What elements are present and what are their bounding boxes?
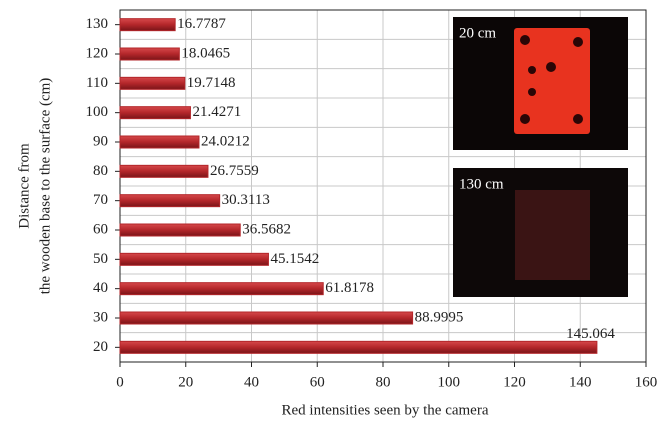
x-tick-label: 80 [376,374,391,390]
y-axis-label: the wooden base to the surface (cm) [37,78,53,295]
x-tick-label: 0 [116,374,124,390]
inset-label: 20 cm [459,25,496,41]
x-axis-label: Red intensities seen by the camera [281,402,488,418]
y-tick-label: 70 [93,192,108,208]
bar [119,76,186,90]
inset-photo-130: 130 cm [453,168,628,297]
y-tick-label: 50 [93,251,108,267]
y-tick-label: 60 [93,221,108,237]
bar [119,282,324,296]
x-tick-label: 160 [635,374,658,390]
y-tick-label: 120 [86,45,109,61]
value-label: 36.5682 [242,221,291,237]
bar [119,252,269,266]
bar [119,311,414,325]
value-label: 19.7148 [187,75,236,91]
y-tick-label: 90 [93,133,108,149]
bar [119,18,176,32]
value-label: 88.9995 [415,309,464,325]
y-tick-label: 110 [86,75,108,91]
value-label: 24.0212 [201,133,250,149]
y-tick-label: 40 [93,280,108,296]
bar [119,194,221,208]
inset-label: 130 cm [459,176,504,192]
y-tick-label: 130 [86,16,109,32]
y-tick-label: 30 [93,309,108,325]
value-label: 61.8178 [325,280,374,296]
value-label: 145.064 [566,326,615,342]
value-label: 26.7559 [210,163,259,179]
value-label: 21.4271 [192,104,241,120]
x-tick-label: 60 [310,374,325,390]
bar [119,340,598,354]
bar [119,135,200,149]
bar [119,164,209,178]
x-tick-label: 100 [438,374,461,390]
plot-area: 0 20 40 60 80 100 120 140 160 20 145.064 30 88.9995 4… [86,9,658,390]
plot-frame [119,9,647,363]
value-label: 30.3113 [222,192,270,208]
y-tick-label: 100 [86,104,109,120]
y-tick-label: 20 [93,339,108,355]
x-tick-label: 20 [178,374,193,390]
inset-photo-20: 20 cm [453,17,628,150]
bar [119,223,241,237]
bar [119,47,180,61]
y-tick-label: 80 [93,163,108,179]
y-axis-label: Distance from [16,143,32,229]
x-tick-label: 120 [503,374,526,390]
x-tick-label: 140 [569,374,592,390]
value-label: 16.7787 [177,16,226,32]
bar [119,106,191,120]
value-label: 45.1542 [270,251,319,267]
x-tick-label: 40 [244,374,259,390]
value-label: 18.0465 [181,45,230,61]
